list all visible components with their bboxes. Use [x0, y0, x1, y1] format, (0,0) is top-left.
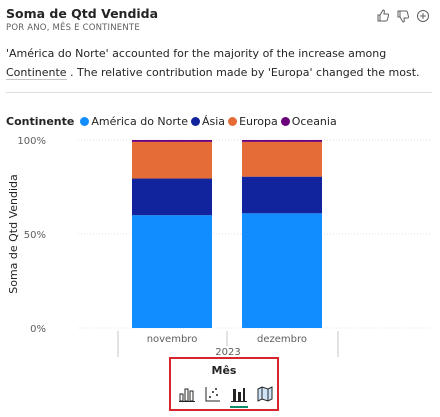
- bar-segment: [132, 140, 212, 142]
- x-tick-label: dezembro: [257, 334, 307, 345]
- narrative-text-1: 'América do Norte' accounted for the maj…: [6, 47, 387, 60]
- stacked-column-chart: 0% 50% 100% Soma de Qtd Vendida novembro deze…: [7, 136, 430, 358]
- legend-label: Oceania: [291, 115, 337, 128]
- legend-dot-icon: [280, 117, 290, 126]
- y-tick-label: 50%: [24, 230, 46, 241]
- bar-segment: [242, 141, 322, 177]
- thumbs-up-icon[interactable]: [376, 8, 390, 22]
- y-tick-label: 0%: [30, 324, 46, 335]
- bar-chart-icon[interactable]: [178, 385, 196, 405]
- x-tick-label: novembro: [147, 334, 198, 345]
- y-axis-title: Soma de Qtd Vendida: [7, 174, 20, 294]
- legend-item-america-do-norte[interactable]: América do Norte: [80, 115, 188, 128]
- y-tick-label: 100%: [17, 136, 46, 147]
- map-icon[interactable]: [256, 385, 274, 405]
- legend-item-asia[interactable]: Ásia: [191, 115, 225, 128]
- bar-segment: [132, 215, 212, 328]
- legend-label: América do Norte: [91, 115, 188, 128]
- bar-segment: [242, 140, 322, 142]
- legend-label: Europa: [239, 115, 278, 128]
- legend-label: Ásia: [202, 115, 226, 128]
- visual-type-toolbar: Mês: [169, 357, 279, 411]
- legend-title: Continente: [6, 115, 75, 128]
- toolbar-field-label: Mês: [211, 364, 237, 377]
- legend-dot-icon: [191, 117, 200, 126]
- visual-subtitle: POR ANO, MÊS E CONTINENTE: [6, 23, 140, 33]
- column-chart-icon[interactable]: [230, 385, 248, 408]
- scatter-chart-icon[interactable]: [204, 385, 222, 405]
- thumbs-down-icon[interactable]: [396, 8, 410, 23]
- toolbar-icons: [178, 385, 274, 408]
- visual-title: Soma de Qtd Vendida: [6, 6, 159, 21]
- add-icon[interactable]: [416, 8, 430, 22]
- smart-narrative: 'América do Norte' accounted for the maj…: [6, 44, 432, 82]
- x-group-label: 2023: [215, 347, 240, 358]
- divider: [6, 92, 432, 93]
- legend-item-europa[interactable]: Europa: [228, 115, 278, 128]
- narrative-text-2: . The relative contribution made by 'Eur…: [66, 66, 420, 79]
- legend-dot-icon: [228, 117, 238, 126]
- bar-segment: [132, 141, 212, 179]
- legend-dot-icon: [80, 117, 90, 126]
- bar-segment: [132, 178, 212, 216]
- bar-segment: [242, 213, 322, 328]
- feedback-actions: [376, 8, 430, 23]
- chart-legend: Continente América do Norte Ásia Europa …: [6, 115, 340, 128]
- legend-item-oceania[interactable]: Oceania: [280, 115, 337, 128]
- narrative-highlight[interactable]: Continente: [6, 66, 67, 80]
- bar-segment: [242, 176, 322, 214]
